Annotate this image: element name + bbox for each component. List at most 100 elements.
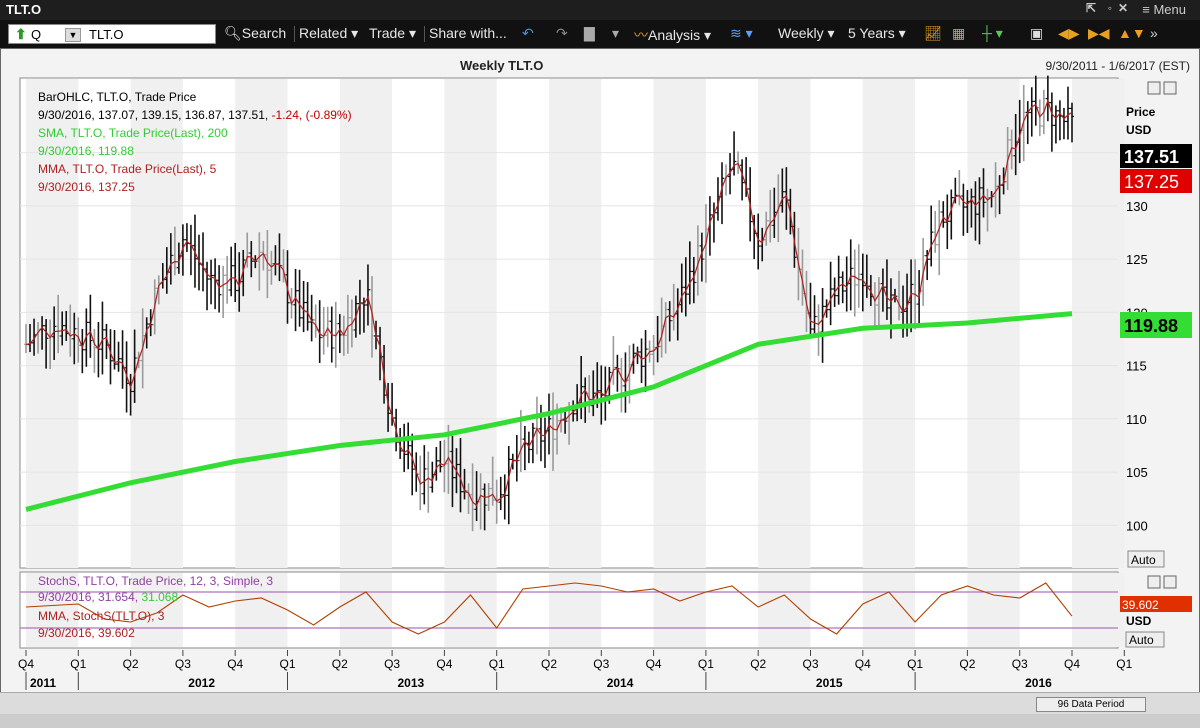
search-icon: 🔍︎	[224, 25, 242, 41]
price-tick-label: 105	[1126, 465, 1148, 480]
quarter-label: Q1	[907, 657, 923, 671]
mma-price-tag	[1120, 169, 1192, 193]
wave-icon[interactable]: ≋ ▾	[730, 25, 753, 41]
quarter-band-stoch	[444, 573, 497, 647]
quarter-label: Q4	[18, 657, 34, 671]
legend-mma-value: 9/30/2016, 137.25	[38, 180, 135, 194]
legend-ohlc: BarOHLC, TLT.O, Trade Price	[38, 90, 197, 104]
quarter-label: Q2	[541, 657, 557, 671]
range-select[interactable]: 5 Years ▾	[848, 25, 906, 41]
stoch-restore-icon[interactable]	[1147, 575, 1161, 589]
price-axis-ticks: 100105110115120125130135	[1126, 146, 1148, 534]
quarter-band-stoch	[130, 573, 183, 647]
price-tick-label: 115	[1126, 359, 1147, 374]
symbol-input[interactable]: ⬆ Q ▼ TLT.O	[8, 24, 216, 44]
quarter-label: Q3	[1012, 657, 1028, 671]
interval-select[interactable]: Weekly ▾	[778, 25, 835, 41]
quarter-label: Q4	[646, 657, 662, 671]
search-label: Search	[241, 25, 287, 41]
zoom-y-icon[interactable]: ▲▼	[1118, 25, 1146, 41]
legend-sma: SMA, TLT.O, Trade Price(Last), 200	[38, 126, 228, 140]
stoch-auto-button[interactable]	[1125, 631, 1165, 648]
price-axis-unit: USD	[1126, 123, 1152, 137]
quarter-label: Q3	[175, 657, 191, 671]
stoch-value-d: 31.068	[141, 590, 178, 604]
scroll-left-right-icon[interactable]: ◀▶	[1058, 25, 1080, 41]
bottom-bar	[0, 692, 1200, 714]
quarter-label: Q1	[1116, 657, 1132, 671]
pane-close-icon[interactable]	[1163, 81, 1177, 95]
zoom-x-icon[interactable]: ▶◀	[1088, 25, 1110, 41]
stoch-mma-curve	[25, 582, 1073, 635]
last-price-value: 137.51	[1124, 147, 1179, 167]
share-label: Share with...	[429, 25, 507, 41]
stoch-close-icon[interactable]	[1163, 575, 1177, 589]
trade-label: Trade	[369, 25, 406, 41]
toolbar: ⬆ Q ▼ TLT.O 🔍︎Search Related ▾ Trade ▾ S…	[0, 20, 1200, 48]
undo-icon[interactable]: ↶	[522, 25, 534, 41]
pin-icon[interactable]: ⇱	[1085, 1, 1096, 15]
quarter-label: Q3	[593, 657, 609, 671]
price-auto-label: Auto	[1131, 553, 1156, 567]
stoch-tag	[1120, 596, 1192, 612]
quarter-band	[758, 79, 811, 568]
sma-price-tag	[1120, 312, 1192, 338]
quarter-label: Q2	[750, 657, 766, 671]
close-icon[interactable]: ✕	[1117, 1, 1128, 15]
quarter-band-stoch	[653, 573, 706, 647]
expand-toolbar-icon[interactable]: »	[1150, 25, 1158, 41]
line-chart-icon[interactable]: 📈︎	[924, 25, 942, 41]
quarter-label: Q1	[698, 657, 714, 671]
share-icon[interactable]: ◦	[1107, 1, 1112, 15]
trade-button[interactable]: Trade ▾	[369, 25, 416, 41]
data-period-label: 96 Data Period	[1057, 699, 1125, 710]
share-button[interactable]: Share with...	[429, 25, 507, 41]
legend-sma-value: 9/30/2016, 119.88	[38, 144, 134, 158]
related-button[interactable]: Related ▾	[299, 25, 359, 41]
folder-icon[interactable]: ▇	[584, 25, 595, 41]
data-period-button[interactable]: 96 Data Period	[1036, 697, 1146, 712]
year-label: 2013	[398, 676, 425, 690]
price-tick-label: 100	[1126, 518, 1148, 533]
sma-price-value: 119.88	[1124, 316, 1178, 336]
quarter-band-stoch	[967, 573, 1020, 647]
compare-chart-icon[interactable]: ▦	[952, 25, 966, 41]
analysis-label: Analysis	[648, 27, 701, 43]
analysis-button[interactable]: 〰Analysis ▾	[634, 27, 712, 43]
quarter-label: Q1	[489, 657, 505, 671]
redo-icon[interactable]: ↷	[556, 25, 568, 41]
horizontal-scrollbar[interactable]	[0, 714, 1200, 728]
window-titlebar: TLT.O ⇱ ◦ ✕ ≡ Menu	[0, 0, 1200, 20]
stoch-axis-unit: USD	[1126, 614, 1152, 628]
related-label: Related	[299, 25, 348, 41]
chart-title: Weekly TLT.O	[460, 58, 543, 73]
legend-mma: MMA, TLT.O, Trade Price(Last), 5	[38, 162, 217, 176]
stoch-auto-label: Auto	[1129, 633, 1154, 647]
price-auto-button[interactable]	[1127, 550, 1165, 568]
menu-button[interactable]: ≡ Menu	[1142, 2, 1186, 17]
time-axis-bg	[20, 650, 1118, 690]
quarter-band-stoch	[862, 573, 916, 647]
chevron-down-icon[interactable]: ▾	[612, 25, 620, 41]
range-label: 5 Years	[848, 25, 895, 41]
quarter-label: Q1	[280, 657, 296, 671]
price-legend: BarOHLC, TLT.O, Trade Price 9/30/2016, 1…	[38, 90, 352, 194]
pane-restore-icon[interactable]	[1147, 81, 1161, 95]
stoch-legend: StochS, TLT.O, Trade Price, 12, 3, Simpl…	[38, 574, 273, 640]
quarter-label: Q3	[803, 657, 819, 671]
crosshair-icon[interactable]: ┼ ▾	[982, 25, 1003, 41]
quarter-label: Q2	[123, 657, 139, 671]
year-label: 2014	[607, 676, 634, 690]
divider	[294, 26, 295, 42]
stoch-value-prefix: 9/30/2016, 31.654,	[38, 590, 138, 604]
price-tick-label: 130	[1126, 199, 1148, 214]
up-arrow-icon: ⬆	[15, 26, 27, 42]
stoch-lines	[20, 582, 1118, 635]
year-label: 2012	[188, 676, 215, 690]
layout-icon[interactable]: ▣	[1030, 25, 1044, 41]
year-label: 2015	[816, 676, 843, 690]
mma5-line	[25, 98, 1073, 507]
chevron-down-icon[interactable]: ▼	[65, 28, 81, 42]
search-button[interactable]: 🔍︎Search	[224, 25, 286, 42]
